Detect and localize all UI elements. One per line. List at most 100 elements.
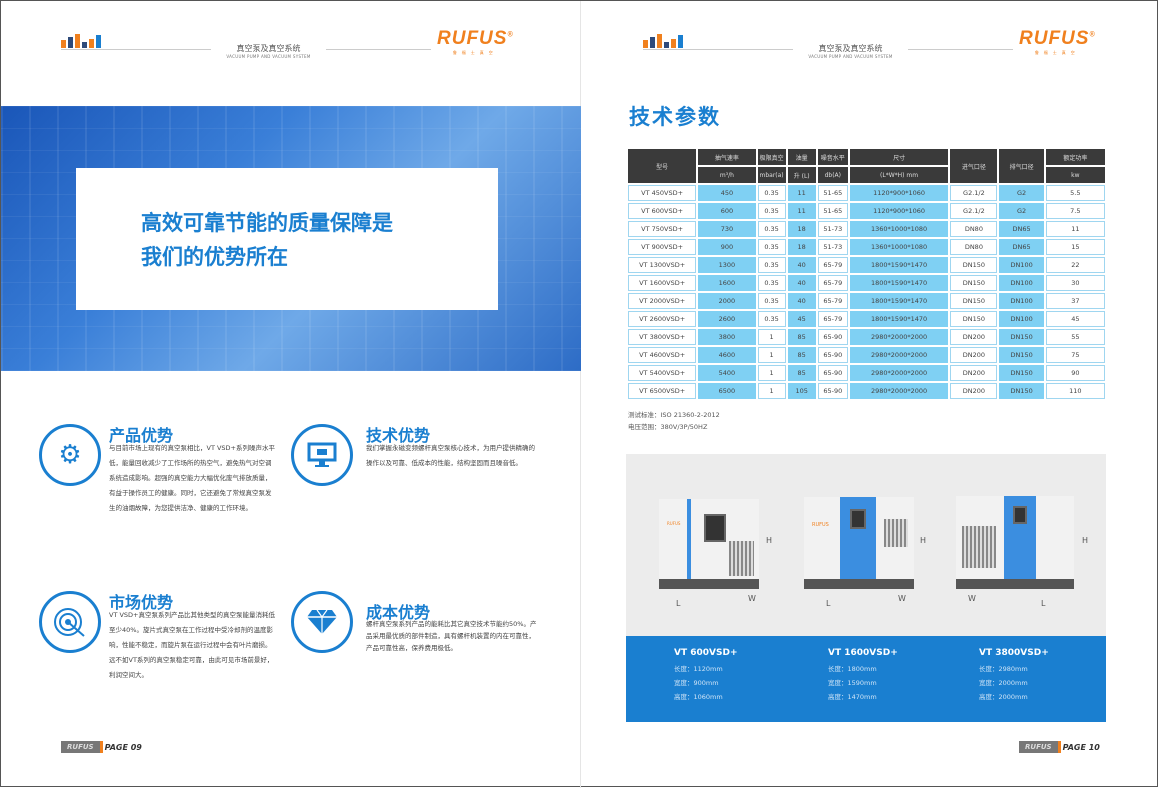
table-cell: DN150	[999, 347, 1044, 363]
table-cell: 51-73	[817, 239, 848, 255]
table-cell: G2	[999, 185, 1044, 201]
table-row: VT 600VSD+ 600 0.35 11 51-65 1120*900*1060 G2.…	[628, 203, 1105, 219]
table-cell: DN200	[950, 365, 998, 381]
table-row: VT 450VSD+ 450 0.35 11 51-65 1120*900*1060 G2.…	[628, 185, 1105, 201]
compressor-image	[956, 496, 1074, 589]
table-cell: 2980*2000*2000	[849, 365, 949, 381]
monitor-icon	[291, 424, 353, 486]
table-cell: 1800*1590*1470	[849, 311, 949, 327]
table-cell: 1	[757, 383, 786, 399]
dim-label-h: H	[920, 536, 927, 545]
table-cell: 75	[1045, 347, 1105, 363]
table-cell: 5400	[698, 365, 756, 381]
header-title: 真空泵及真空系统	[818, 44, 883, 53]
compressor-image: RUFUS	[804, 497, 914, 589]
table-cell: 6500	[698, 383, 756, 399]
table-row: VT 2000VSD+ 2000 0.35 40 65-79 1800*1590*1470…	[628, 293, 1105, 309]
table-header-cell: 升 (L)	[787, 167, 816, 183]
table-cell: 7.5	[1045, 203, 1105, 219]
table-header-cell: 抽气速率	[698, 149, 756, 165]
product-spec: VT 1600VSD+ 长度：1800mm 宽度：1590mm 高度：1470m…	[828, 648, 898, 701]
table-cell: 65-79	[817, 257, 848, 273]
rufus-logo: RUFUS® 鲁福士真空	[437, 28, 514, 55]
table-cell: G2.1/2	[950, 203, 998, 219]
table-cell: 85	[787, 329, 816, 345]
table-cell: 3800	[698, 329, 756, 345]
dim-label-w: W	[968, 594, 976, 603]
table-cell: 65-90	[817, 347, 848, 363]
header-divider	[326, 49, 431, 50]
product-spec: VT 3800VSD+ 长度：2980mm 宽度：2000mm 高度：2000m…	[979, 648, 1049, 701]
page-number: PAGE 10	[1062, 742, 1100, 752]
table-cell: 65-90	[817, 329, 848, 345]
table-cell: 4600	[698, 347, 756, 363]
table-cell: DN150	[950, 257, 998, 273]
table-cell: VT 2000VSD+	[628, 293, 697, 309]
table-cell: 0.35	[757, 275, 786, 291]
table-cell: 105	[787, 383, 816, 399]
table-cell: DN150	[999, 365, 1044, 381]
page-number: PAGE 09	[104, 742, 142, 752]
page-number-tag: RUFUS PAGE 10	[1019, 741, 1100, 753]
table-header-cell: 排气口径	[999, 149, 1044, 183]
table-cell: VT 1300VSD+	[628, 257, 697, 273]
feature-title: 市场优势	[109, 593, 174, 612]
table-cell: 0.35	[757, 293, 786, 309]
table-cell: 15	[1045, 239, 1105, 255]
table-cell: 55	[1045, 329, 1105, 345]
table-cell: 37	[1045, 293, 1105, 309]
table-cell: DN150	[950, 311, 998, 327]
table-cell: 65-79	[817, 275, 848, 291]
table-header-cell: (L*W*H) mm	[849, 167, 949, 183]
table-cell: 22	[1045, 257, 1105, 273]
page-number-tag: RUFUS PAGE 09	[61, 741, 142, 753]
table-cell: DN150	[950, 275, 998, 291]
target-icon	[39, 591, 101, 653]
table-cell: 1	[757, 329, 786, 345]
table-cell: VT 450VSD+	[628, 185, 697, 201]
table-header-cell: 额定功率	[1045, 149, 1105, 165]
table-row: VT 6500VSD+ 6500 1 105 65-90 2980*2000*2000 DN…	[628, 383, 1105, 399]
table-cell: 40	[787, 275, 816, 291]
page-divider	[580, 1, 581, 788]
table-cell: 40	[787, 257, 816, 273]
table-cell: 0.35	[757, 239, 786, 255]
table-cell: 40	[787, 293, 816, 309]
header-divider	[908, 49, 1013, 50]
table-cell: 51-73	[817, 221, 848, 237]
table-row: VT 5400VSD+ 5400 1 85 65-90 2980*2000*2000 DN2…	[628, 365, 1105, 381]
table-cell: 1120*900*1060	[849, 203, 949, 219]
table-header-cell: 噪音水平	[817, 149, 848, 165]
table-header-cell: 进气口径	[950, 149, 998, 183]
table-header-cell: 型号	[628, 149, 697, 183]
diamond-icon	[291, 591, 353, 653]
test-notes: 测试标准：ISO 21360-2-2012 电压范围：380V/3P/50HZ	[628, 411, 720, 431]
hero-image	[1, 106, 581, 371]
table-cell: G2.1/2	[950, 185, 998, 201]
header-bars-logo	[61, 34, 101, 48]
table-cell: VT 900VSD+	[628, 239, 697, 255]
table-cell: VT 1600VSD+	[628, 275, 697, 291]
dim-label-h: H	[1082, 536, 1089, 545]
header-title-block: 真空泵及真空系统 VACUUM PUMP AND VACUUM SYSTEM	[793, 43, 908, 59]
table-cell: 600	[698, 203, 756, 219]
spec-table: 型号 抽气速率 极限真空 油量 噪音水平 尺寸 进气口径 排气口径 额定功率 m…	[626, 147, 1107, 401]
table-cell: 30	[1045, 275, 1105, 291]
table-header-cell: m³/h	[698, 167, 756, 183]
table-cell: DN200	[950, 329, 998, 345]
table-cell: 1800*1590*1470	[849, 293, 949, 309]
table-cell: 51-65	[817, 203, 848, 219]
table-row: VT 900VSD+ 900 0.35 18 51-73 1360*1000*1080 DN…	[628, 239, 1105, 255]
table-cell: DN80	[950, 221, 998, 237]
table-cell: 45	[787, 311, 816, 327]
dim-label-l: L	[676, 599, 681, 608]
header-divider	[643, 49, 793, 50]
table-header-cell: mbar(a)	[757, 167, 786, 183]
table-cell: 11	[787, 185, 816, 201]
table-header-cell: 极限真空	[757, 149, 786, 165]
header-title-block: 真空泵及真空系统 VACUUM PUMP AND VACUUM SYSTEM	[211, 43, 326, 59]
table-cell: DN100	[999, 311, 1044, 327]
table-cell: 900	[698, 239, 756, 255]
table-cell: 5.5	[1045, 185, 1105, 201]
table-cell: DN150	[999, 383, 1044, 399]
